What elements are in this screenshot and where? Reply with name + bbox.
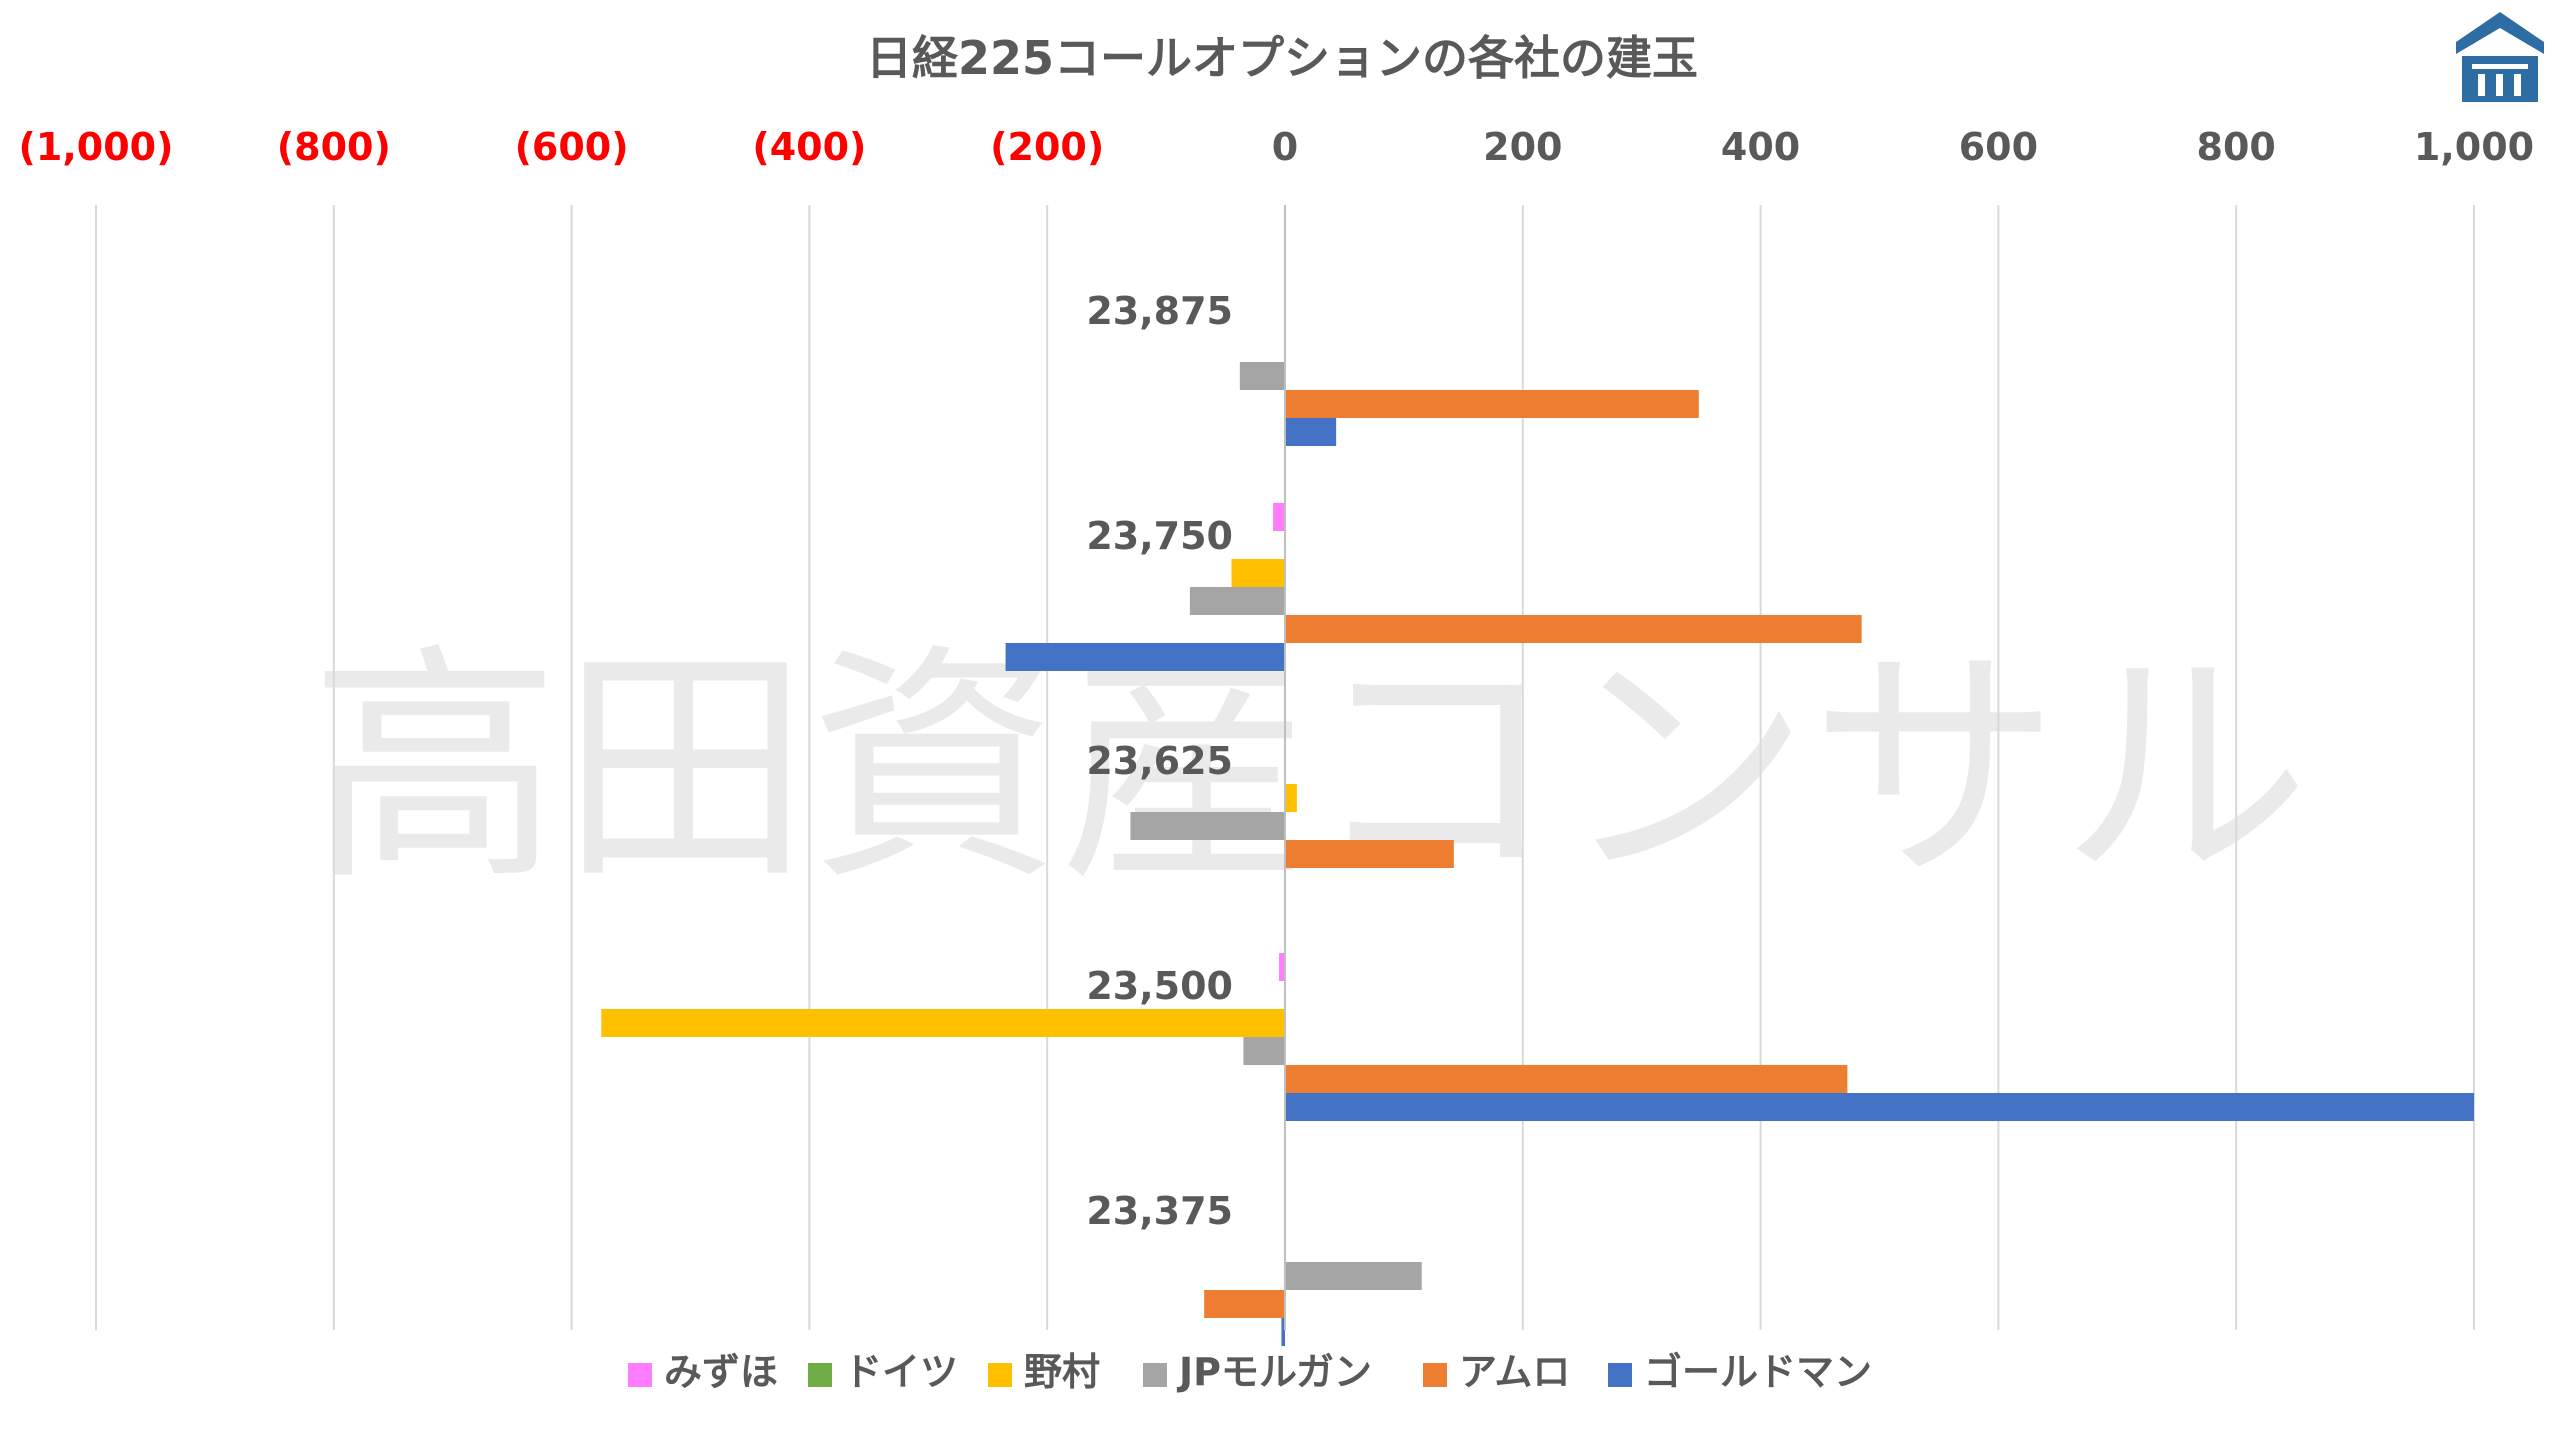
legend-label: JPモルガン [1176, 1350, 1372, 1394]
legend-label: ドイツ [844, 1350, 958, 1394]
bar-ゴールドマン [1005, 643, 1285, 671]
watermark-text: 高田資産コンサル [310, 623, 2310, 914]
logo-roof [2456, 12, 2544, 54]
category-labels: 23,875 23,750 23,625 23,500 23,375 [1086, 289, 1233, 1233]
legend-label: みずほ [664, 1350, 778, 1394]
bar-JPモルガン [1243, 1037, 1285, 1065]
bar-JPモルガン [1285, 1262, 1422, 1290]
logo-line-3 [2496, 74, 2503, 96]
bar-ゴールドマン [1285, 418, 1337, 446]
category-label: 23,625 [1086, 739, 1233, 783]
legend-label: アムロ [1459, 1350, 1570, 1394]
bar-アムロ [1204, 1290, 1285, 1318]
bar-アムロ [1285, 615, 1862, 643]
bar-ゴールドマン [1285, 1093, 2474, 1121]
x-tick-label: 800 [2197, 125, 2276, 169]
legend-label: 野村 [1024, 1350, 1100, 1394]
logo-line-4 [2514, 74, 2521, 96]
bar-ゴールドマン [1281, 1318, 1285, 1346]
bar-野村 [1231, 559, 1285, 587]
logo-line-1 [2472, 64, 2528, 69]
bar-アムロ [1285, 390, 1699, 418]
bar-野村 [601, 1009, 1285, 1037]
legend-label: ゴールドマン [1644, 1350, 1872, 1394]
bars-group [601, 205, 2474, 1346]
logo-line-2 [2478, 74, 2485, 96]
takada-logo-icon [2456, 12, 2544, 102]
x-tick-label: (1,000) [19, 125, 174, 169]
x-tick-labels: (1,000) (800) (600) (400) (200) 0 200 400 600 800… [19, 125, 2535, 169]
category-label: 23,375 [1086, 1189, 1233, 1233]
bar-みずほ [1279, 953, 1285, 981]
category-label: 23,875 [1086, 289, 1233, 333]
legend-swatch [1143, 1363, 1167, 1387]
legend-swatch [628, 1363, 652, 1387]
x-tick-label: 0 [1272, 125, 1298, 169]
legend-swatch [808, 1363, 832, 1387]
chart-title: 日経225コールオプションの各社の建玉 [866, 31, 1698, 85]
x-tick-label: (800) [277, 125, 391, 169]
x-tick-label: 600 [1959, 125, 2038, 169]
bar-野村 [1285, 784, 1297, 812]
x-tick-label: (600) [515, 125, 629, 169]
category-label: 23,500 [1086, 964, 1233, 1008]
bar-JPモルガン [1239, 362, 1285, 390]
bar-JPモルガン [1189, 587, 1285, 615]
legend-swatch [988, 1363, 1012, 1387]
legend: みずほ ドイツ 野村 JPモルガン アムロ ゴールドマン [628, 1350, 1872, 1394]
bar-みずほ [1273, 503, 1285, 531]
legend-swatch [1423, 1363, 1447, 1387]
bar-アムロ [1285, 1065, 1848, 1093]
bar-アムロ [1285, 840, 1454, 868]
x-tick-label: (400) [752, 125, 866, 169]
bar-JPモルガン [1130, 812, 1285, 840]
x-tick-label: 1,000 [2414, 125, 2534, 169]
x-tick-label: 200 [1483, 125, 1562, 169]
x-tick-label: (200) [990, 125, 1104, 169]
x-tick-label: 400 [1721, 125, 1800, 169]
legend-swatch [1608, 1363, 1632, 1387]
category-label: 23,750 [1086, 514, 1233, 558]
